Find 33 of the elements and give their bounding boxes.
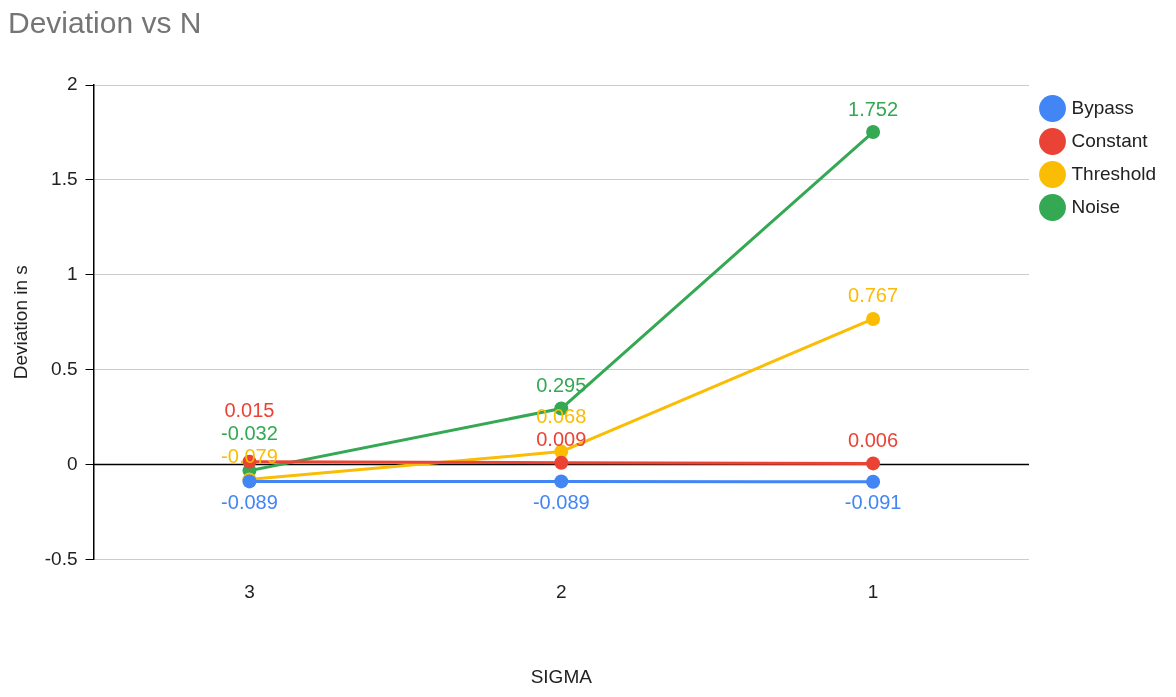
y-tick-label: 0.5 bbox=[51, 357, 78, 379]
y-tick-label: 1 bbox=[66, 262, 78, 284]
legend-label: Constant bbox=[1071, 129, 1149, 151]
data-label: 0.295 bbox=[536, 374, 587, 397]
point bbox=[866, 125, 881, 140]
x-axis-title: SIGMA bbox=[530, 665, 593, 687]
y-tick-label: -0.5 bbox=[44, 547, 78, 569]
data-label: 1.752 bbox=[848, 97, 899, 120]
point bbox=[866, 474, 881, 489]
y-tick-label: 2 bbox=[66, 73, 78, 95]
point bbox=[554, 455, 569, 470]
legend-label: Threshold bbox=[1071, 162, 1157, 184]
point bbox=[866, 311, 881, 326]
y-tick-label: 1.5 bbox=[51, 168, 78, 190]
data-label: -0.089 bbox=[532, 490, 590, 513]
data-label: -0.091 bbox=[844, 491, 902, 514]
legend-label: Bypass bbox=[1071, 96, 1134, 118]
y-axis-title: Deviation in s bbox=[9, 265, 31, 380]
data-label: -0.032 bbox=[221, 422, 278, 445]
data-label: 0.767 bbox=[848, 284, 899, 307]
x-tick-label: 2 bbox=[555, 581, 567, 603]
data-label: 0.068 bbox=[536, 405, 587, 428]
x-tick-label: 1 bbox=[867, 581, 879, 603]
data-label: 0.006 bbox=[848, 428, 899, 451]
data-label: 0.009 bbox=[536, 428, 587, 451]
chart-title: Deviation vs N bbox=[8, 6, 202, 40]
legend-label: Noise bbox=[1071, 195, 1121, 217]
data-label: 0.015 bbox=[224, 399, 275, 422]
data-label: -0.089 bbox=[221, 490, 278, 513]
point bbox=[554, 474, 569, 489]
point bbox=[866, 456, 881, 471]
y-tick-label: 0 bbox=[66, 452, 78, 474]
x-tick-label: 3 bbox=[244, 581, 255, 603]
